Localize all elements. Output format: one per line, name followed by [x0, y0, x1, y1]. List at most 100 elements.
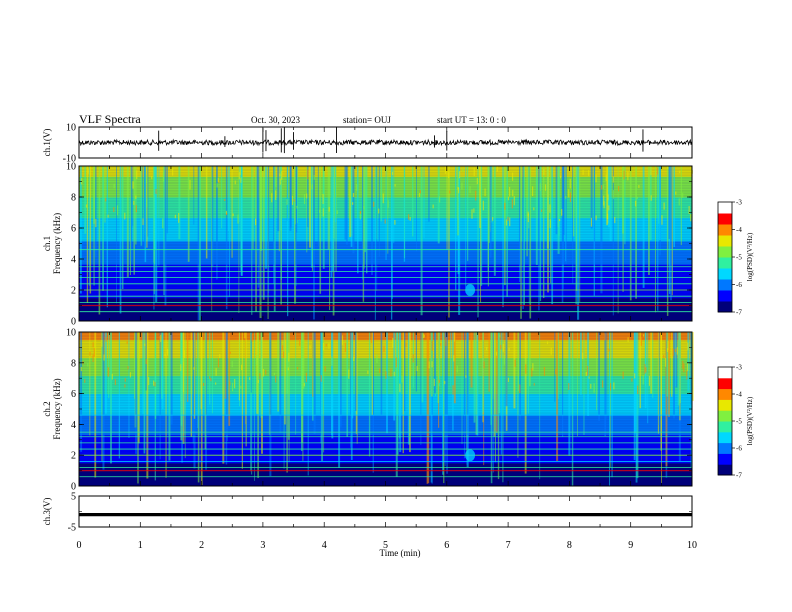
ch1s-streak: [132, 166, 134, 226]
ch1s-speckle: [311, 184, 313, 190]
ch2s-band: [79, 367, 692, 371]
ch2s-ytick-label: 8: [71, 358, 76, 369]
ch1s-streak: [295, 166, 297, 287]
ch1s-streak: [350, 166, 353, 247]
ch2s-streak: [608, 332, 611, 486]
ch2s-speckle: [244, 332, 246, 339]
ch1s-streak: [487, 166, 489, 287]
ch1s-speckle: [559, 175, 562, 179]
ch1s-streak: [542, 166, 545, 299]
cb1-swatch: [718, 225, 732, 228]
cb2-swatch: [718, 372, 732, 375]
ch1s-band: [79, 186, 692, 190]
cb1-swatch: [718, 255, 732, 258]
ch1s-streak: [98, 166, 101, 315]
ch2s-speckle: [275, 375, 277, 383]
ch1s-speckle: [602, 184, 604, 190]
ch2s-speckle: [299, 338, 301, 346]
ch2s-speckle: [431, 340, 433, 351]
x-tick-label: 2: [199, 540, 204, 551]
ch2s-speckle: [399, 383, 401, 393]
ch2s-speckle: [483, 361, 485, 369]
ch1s-band: [79, 264, 692, 268]
ch2s-band: [79, 385, 692, 389]
ch2s-band: [79, 339, 692, 343]
ch1s-streak: [143, 166, 146, 247]
cb2-swatch: [718, 460, 732, 462]
ch1s-streak: [231, 166, 233, 258]
ch1s-streak: [187, 166, 190, 262]
cb2-swatch: [718, 398, 732, 400]
ch1s-speckle: [162, 172, 164, 182]
ch1s-speckle: [275, 190, 277, 201]
ch1s-streak: [522, 166, 524, 310]
ch1s-streak: [573, 166, 575, 237]
ch2s-streak: [452, 332, 454, 431]
ch2s-speckle: [183, 350, 186, 358]
ch1s-speckle: [561, 209, 563, 216]
cb2-tick-label: -6: [736, 445, 742, 453]
ch2s-streak: [443, 332, 445, 484]
ch2s-streak: [386, 332, 388, 434]
ch2s-streak: [295, 332, 297, 435]
cb2-swatch: [718, 389, 732, 392]
ch1s-speckle: [590, 217, 593, 227]
ch2s-streak: [109, 332, 112, 464]
ch2s-streak: [652, 332, 654, 398]
ch1s-speckle: [224, 198, 226, 201]
ch1s-streak: [229, 166, 230, 297]
ch2s-speckle: [145, 359, 147, 365]
ch1s-speckle: [216, 183, 218, 188]
ch2s-streak: [639, 332, 642, 409]
ch2s-streak: [673, 332, 676, 419]
ch2s-band: [79, 470, 692, 474]
ch2s-streak: [395, 332, 398, 478]
ch1s-band: [79, 222, 692, 226]
ch2s-streak: [355, 332, 357, 411]
ch2s-streak: [666, 332, 669, 397]
ch2s-streak: [611, 332, 613, 478]
ch2s-speckle: [344, 342, 347, 352]
ch2s-speckle: [249, 377, 251, 380]
ch2s-speckle: [385, 371, 387, 379]
ch2s-streak: [635, 332, 638, 483]
ch1s-speckle: [482, 200, 484, 211]
ch1s-streak: [363, 166, 365, 269]
ch1s-band: [79, 290, 692, 294]
ch2s-speckle: [478, 332, 481, 341]
ch1s-speckle: [612, 176, 614, 183]
ch1s-speckle: [218, 180, 220, 184]
ch2s-band: [79, 357, 692, 361]
ch2s-ytick-label: 2: [71, 451, 76, 462]
cb1-swatch: [718, 235, 732, 237]
ch1s-streak: [416, 166, 417, 252]
ch1s-emission-blob: [465, 284, 476, 296]
ch1s-speckle: [650, 195, 652, 201]
ch1s-streak: [528, 166, 530, 304]
cb1-swatch: [718, 247, 732, 250]
ch2s-speckle: [124, 384, 126, 388]
ch1s-streak: [155, 166, 158, 303]
ch2-colorbar: -3 -4 -5 -6 -7 log(PSD)(V²/Hz): [717, 364, 754, 480]
ch1s-streak: [277, 166, 280, 232]
ch2s-band: [79, 452, 692, 456]
ch2s-speckle: [674, 348, 677, 353]
ch2s-speckle: [531, 368, 533, 377]
ch1s-speckle: [512, 189, 514, 197]
ch1s-streak: [280, 166, 282, 305]
ch2s-streak: [245, 332, 247, 447]
cb2-swatch: [718, 392, 732, 395]
figure-title: VLF Spectra: [79, 112, 141, 126]
cb2-swatch: [718, 425, 732, 427]
ch1s-streak: [163, 166, 165, 296]
cb1-swatch: [718, 204, 732, 207]
ch2s-streak: [128, 332, 130, 438]
ch2s-speckle: [281, 345, 284, 351]
ch1s-streak: [502, 166, 504, 308]
ch2s-speckle: [588, 376, 590, 379]
ch1s-speckle: [667, 166, 669, 170]
ch1s-band: [79, 256, 692, 260]
ch1s-streak: [166, 166, 168, 234]
ch2s-streak: [453, 332, 456, 404]
ch1s-ylabel: Frequency (kHz): [52, 213, 62, 274]
